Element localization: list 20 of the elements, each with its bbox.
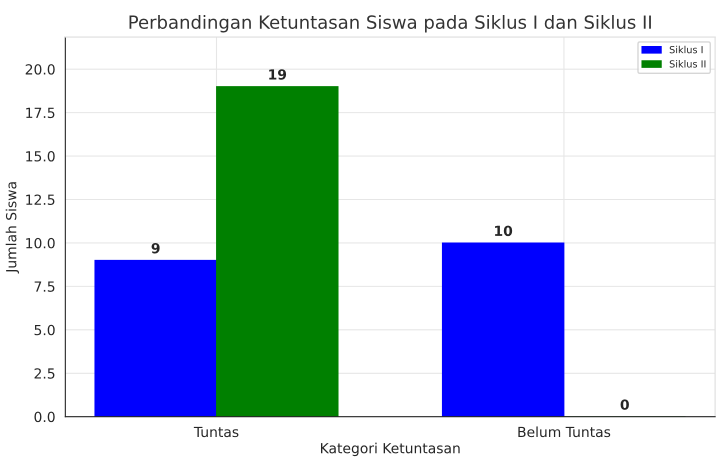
y-tick-label: 2.5 xyxy=(34,368,54,379)
legend-label: Siklus I xyxy=(670,46,703,54)
y-tick-label: 5.0 xyxy=(34,324,55,336)
y-tick-label: 12.5 xyxy=(26,194,54,205)
x-tick-label: Tuntas xyxy=(194,426,238,438)
y-tick-label: 20.0 xyxy=(26,64,55,75)
x-axis-title: Kategori Ketuntasan xyxy=(321,442,460,456)
legend-label: Siklus II xyxy=(670,60,706,68)
y-tick-label: 10.0 xyxy=(26,238,55,248)
y-tick-label: 17.5 xyxy=(26,108,54,118)
data-label: 10 xyxy=(495,226,512,236)
y-axis-title: Jumlah Siswa xyxy=(6,182,20,274)
y-tick-label: 15.0 xyxy=(26,151,55,162)
y-tick-label: 7.5 xyxy=(34,282,54,292)
data-label: 19 xyxy=(269,69,286,80)
data-label: 9 xyxy=(152,242,160,254)
x-tick-label: Belum Tuntas xyxy=(518,426,610,438)
data-label: 0 xyxy=(620,399,629,410)
chart-title: Perbandingan Ketuntasan Siswa pada Siklus I dan Siklus II xyxy=(130,14,651,32)
y-tick-label: 0.0 xyxy=(34,412,55,422)
